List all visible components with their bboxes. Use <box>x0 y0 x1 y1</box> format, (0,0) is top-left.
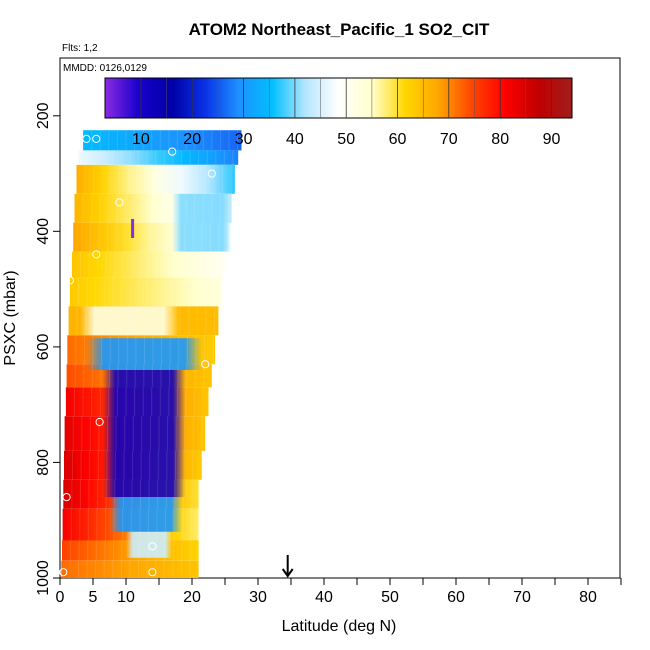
date-label: MMDD: 0126,0129 <box>63 63 147 74</box>
sample-point <box>95 417 104 427</box>
flights-label: Flts: 1,2 <box>62 43 98 54</box>
heatmap-blob <box>172 193 232 252</box>
heatmap-row <box>61 560 199 578</box>
y-tick-label: 800 <box>35 449 52 476</box>
x-tick-label: 5 <box>89 589 98 606</box>
y-tick-label: 200 <box>35 102 52 129</box>
colorbar: 10 20 30 40 50 60 70 80 90 <box>104 77 573 148</box>
y-axis-label: PSXC (mbar) <box>2 270 19 365</box>
x-tick-label: 60 <box>447 589 465 606</box>
x-tick-label: 30 <box>249 589 267 606</box>
heatmap-blobs <box>69 130 238 578</box>
y-axis: 200 400 600 800 1000 <box>35 102 60 596</box>
sample-point <box>201 360 210 369</box>
heatmap-blob <box>109 497 183 532</box>
sample-point <box>168 147 177 156</box>
sample-point <box>62 493 71 502</box>
heatmap-row <box>78 150 239 165</box>
plot-frame <box>59 57 621 579</box>
colorbar-tick-label: 60 <box>389 131 407 148</box>
sample-point <box>59 568 68 577</box>
heatmap-row <box>76 164 235 194</box>
heatmap-blob <box>79 306 179 336</box>
sample-point <box>148 568 157 577</box>
sample-point <box>148 542 157 551</box>
colorbar-tick-label: 10 <box>132 131 150 148</box>
x-tick-label: 20 <box>183 589 201 606</box>
sample-point <box>115 198 124 207</box>
colorbar-gradient <box>104 77 573 119</box>
black-arrow <box>281 555 294 578</box>
heatmap-blob <box>102 370 186 498</box>
sample-point <box>82 134 91 143</box>
colorbar-tick-label: 50 <box>337 131 355 148</box>
x-tick-label: 40 <box>315 589 333 606</box>
sample-point <box>207 169 216 178</box>
colorbar-tick-label: 30 <box>235 131 253 148</box>
sample-point <box>92 134 101 143</box>
x-tick-label: 0 <box>56 589 65 606</box>
colorbar-tick-label: 20 <box>183 131 201 148</box>
x-tick-label: 70 <box>513 589 531 606</box>
sample-point <box>65 276 75 285</box>
heatmap-row <box>71 251 226 278</box>
x-axis: 0 5 10 20 30 40 50 60 70 80 <box>56 578 622 606</box>
y-tick-label: 400 <box>35 218 52 245</box>
x-tick-label: 10 <box>117 589 135 606</box>
sample-points <box>59 114 216 577</box>
colorbar-tick-label: 40 <box>286 131 304 148</box>
markers <box>131 219 294 578</box>
colorbar-tick-label: 70 <box>440 131 458 148</box>
chart-title: ATOM2 Northeast_Pacific_1 SO2_CIT <box>189 20 490 39</box>
heatmap-row <box>83 130 242 151</box>
sample-point <box>92 250 101 259</box>
heatmap-blob <box>86 338 202 370</box>
heatmap-row <box>69 277 222 307</box>
colorbar-tick-label: 80 <box>491 131 509 148</box>
x-tick-label: 80 <box>579 589 597 606</box>
y-tick-label: 600 <box>35 333 52 360</box>
y-tick-label: 1000 <box>35 560 52 596</box>
x-tick-label: 50 <box>381 589 399 606</box>
x-axis-label: Latitude (deg N) <box>282 618 397 635</box>
colorbar-tick-label: 90 <box>543 131 561 148</box>
arrow-head <box>281 568 294 578</box>
